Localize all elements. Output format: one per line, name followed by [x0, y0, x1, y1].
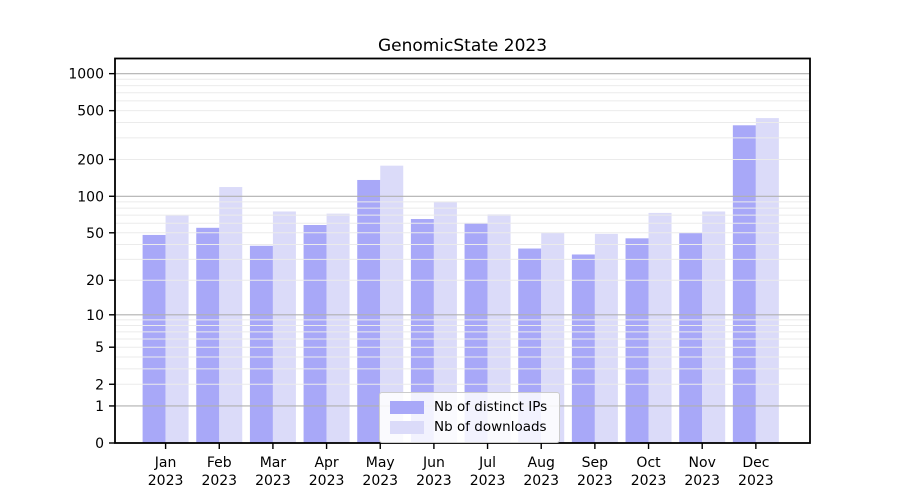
x-tick-label-month-jul: Jul: [478, 455, 496, 471]
y-tick-label-500: 500: [77, 104, 104, 120]
x-tick-label-month-apr: Apr: [314, 455, 338, 471]
legend-label-distinct-ips: Nb of distinct IPs: [434, 399, 548, 415]
legend-swatch-downloads: [390, 420, 424, 434]
x-tick-label-year-oct: 2023: [631, 473, 667, 489]
bar-downloads-mar: [272, 211, 296, 443]
x-tick-label-year-aug: 2023: [523, 473, 559, 489]
bar-downloads-apr: [326, 213, 350, 443]
x-tick-label-month-jun: Jun: [422, 455, 445, 471]
bar-distinct-ips-nov: [679, 232, 703, 443]
x-tick-label-month-nov: Nov: [689, 455, 716, 471]
bar-downloads-jan: [165, 215, 189, 443]
bar-downloads-aug: [541, 232, 565, 443]
bar-distinct-ips-mar: [249, 245, 273, 443]
y-tick-label-0: 0: [95, 436, 104, 452]
y-tick-label-10: 10: [86, 308, 104, 324]
legend-swatch-distinct-ips: [390, 400, 424, 414]
y-tick-label-1000: 1000: [68, 67, 104, 83]
plot-border: [114, 57, 811, 444]
x-tick-label-month-mar: Mar: [260, 455, 287, 471]
x-tick-label-month-feb: Feb: [207, 455, 232, 471]
x-tick-label-year-dec: 2023: [738, 473, 774, 489]
bar-distinct-ips-jun: [410, 219, 434, 443]
x-tick-label-month-may: May: [366, 455, 395, 471]
bar-distinct-ips-oct: [625, 238, 649, 443]
x-tick-label-month-sep: Sep: [582, 455, 609, 471]
y-tick-label-50: 50: [86, 226, 104, 242]
x-tick-label-year-jun: 2023: [416, 473, 452, 489]
x-tick-label-month-jan: Jan: [154, 455, 177, 471]
x-tick-label-year-jan: 2023: [148, 473, 184, 489]
x-tick-label-month-aug: Aug: [528, 455, 555, 471]
bar-distinct-ips-may: [357, 179, 381, 443]
legend: Nb of distinct IPs Nb of downloads: [379, 392, 561, 443]
bar-distinct-ips-sep: [571, 254, 595, 443]
bar-distinct-ips-apr: [303, 225, 327, 443]
legend-label-downloads: Nb of downloads: [434, 419, 547, 435]
legend-item-downloads: Nb of downloads: [390, 419, 547, 435]
bar-downloads-may: [380, 165, 404, 443]
bar-downloads-jul: [487, 214, 511, 443]
bar-distinct-ips-feb: [196, 227, 220, 443]
x-tick-label-year-jul: 2023: [470, 473, 506, 489]
y-tick-label-20: 20: [86, 273, 104, 289]
bar-downloads-sep: [594, 233, 618, 443]
bar-downloads-nov: [702, 211, 726, 443]
y-tick-label-200: 200: [77, 152, 104, 168]
bar-distinct-ips-jul: [464, 223, 488, 443]
y-tick-label-5: 5: [95, 340, 104, 356]
x-tick-label-year-mar: 2023: [255, 473, 291, 489]
legend-item-distinct-ips: Nb of distinct IPs: [390, 399, 547, 415]
x-tick-label-year-apr: 2023: [309, 473, 345, 489]
bar-downloads-oct: [648, 212, 672, 443]
bar-downloads-jun: [433, 201, 457, 443]
x-tick-label-year-sep: 2023: [577, 473, 613, 489]
bar-distinct-ips-dec: [732, 125, 756, 443]
y-tick-label-100: 100: [77, 189, 104, 205]
y-tick-label-1: 1: [95, 399, 104, 415]
x-tick-label-month-oct: Oct: [636, 455, 661, 471]
x-tick-label-month-dec: Dec: [742, 455, 769, 471]
y-tick-label-2: 2: [95, 377, 104, 393]
x-tick-label-year-feb: 2023: [201, 473, 237, 489]
x-tick-label-year-nov: 2023: [684, 473, 720, 489]
x-tick-label-year-may: 2023: [362, 473, 398, 489]
chart-title: GenomicState 2023: [377, 36, 548, 56]
